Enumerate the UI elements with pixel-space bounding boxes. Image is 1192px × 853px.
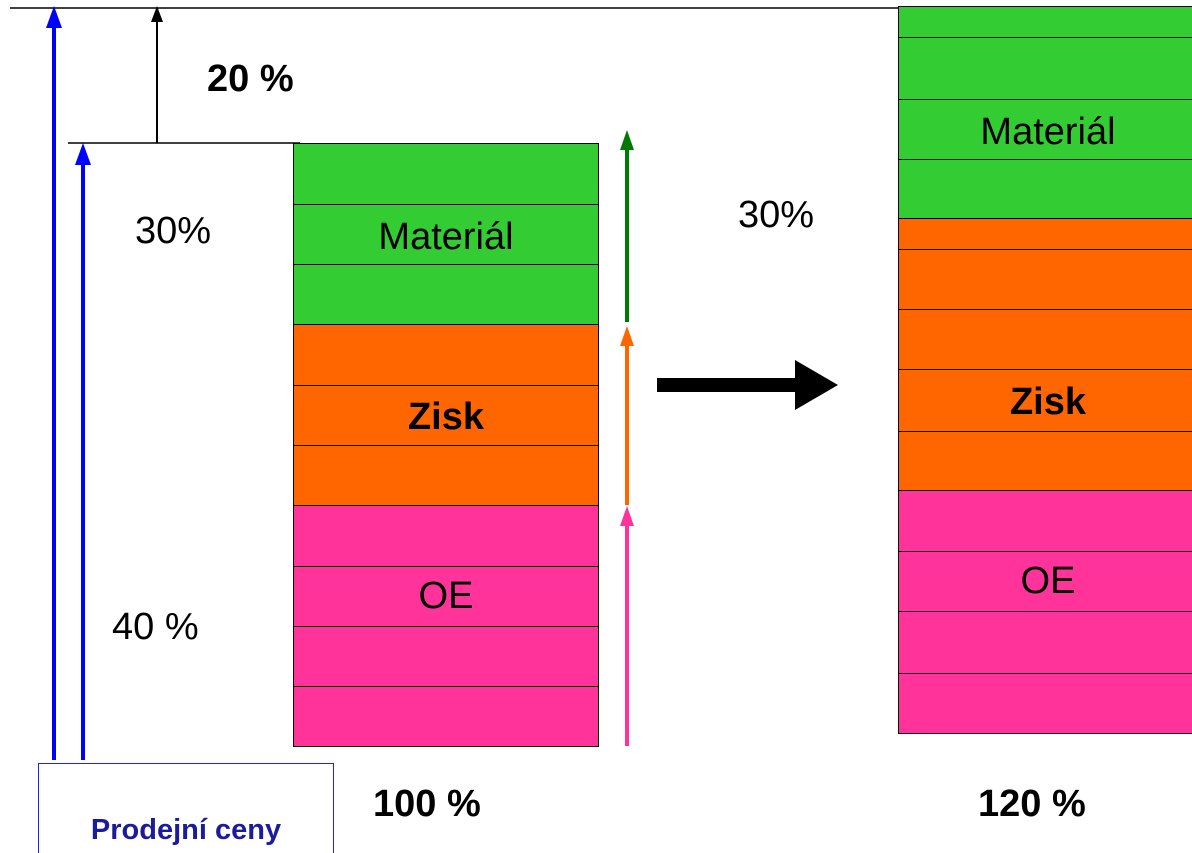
left-material-label: Materiál xyxy=(378,216,514,258)
left-material-percent: 30% xyxy=(135,210,212,252)
pink-arrow-head xyxy=(620,506,634,526)
left-oe-label: OE xyxy=(418,575,474,617)
right-material-segment: Materiál xyxy=(898,6,1192,220)
transition-arrow-head xyxy=(795,360,838,410)
blue-arrow-inner-head xyxy=(75,143,91,165)
green-arrow-head xyxy=(620,130,634,150)
increase-label: 20 % xyxy=(207,58,294,100)
left-oe-segment: OE xyxy=(293,505,599,747)
right-material-percent: 30% xyxy=(738,194,815,236)
blue-arrow-outer-head xyxy=(46,6,62,28)
legend-box: Prodejní ceny xyxy=(38,763,334,853)
legend-label: Prodejní ceny xyxy=(90,814,282,846)
right-zisk-segment: Zisk xyxy=(898,218,1192,492)
left-total-percent: 100 % xyxy=(373,783,481,825)
increase-arrow-head xyxy=(151,6,163,22)
right-material-label: Materiál xyxy=(980,111,1116,153)
right-oe-segment: OE xyxy=(898,490,1192,734)
left-zisk-segment: Zisk xyxy=(293,324,599,507)
left-material-segment: Materiál xyxy=(293,143,599,326)
right-zisk-label: Zisk xyxy=(1009,381,1087,423)
right-oe-label: OE xyxy=(1020,560,1076,602)
orange-arrow-head xyxy=(620,326,634,346)
right-total-percent: 120 % xyxy=(978,783,1086,825)
left-zisk-label: Zisk xyxy=(407,396,485,438)
left-oe-percent: 40 % xyxy=(112,606,199,648)
transition-arrow-shaft xyxy=(657,378,795,392)
